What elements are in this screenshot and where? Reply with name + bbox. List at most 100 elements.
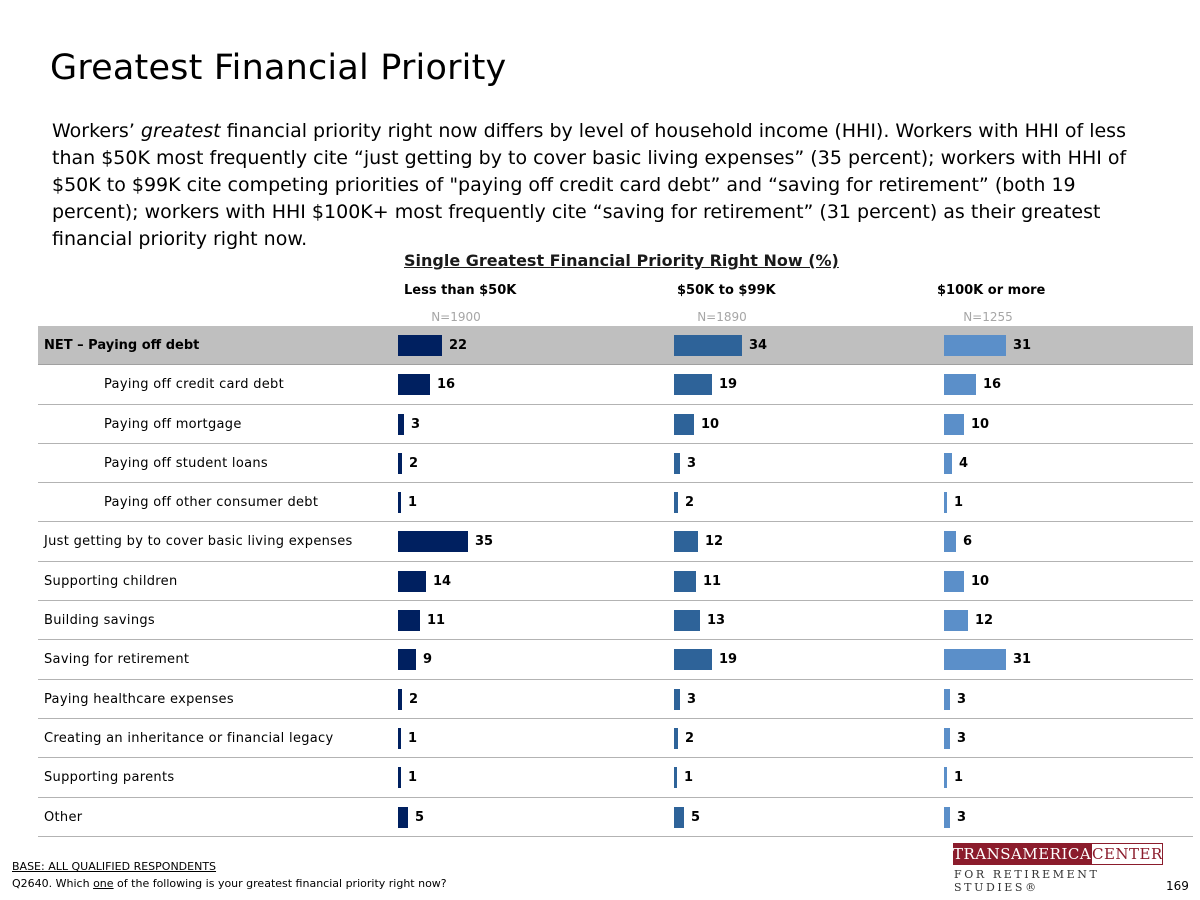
question-pre: Q2640. Which xyxy=(12,877,94,890)
bar-100k-or-more-paying-off-student-loans xyxy=(944,452,952,474)
row-label-paying-off-credit-card-debt: Paying off credit card debt xyxy=(104,377,285,393)
bar-less-than-50k-supporting-parents xyxy=(398,767,401,789)
table-row: Paying off student loans 2 3 4 xyxy=(38,444,1193,484)
bar-less-than-50k-supporting-children xyxy=(398,570,426,592)
data-label-100k-or-more-other: 3 xyxy=(957,809,967,825)
data-label-50k-to-99k-supporting-parents: 1 xyxy=(684,770,694,786)
table-row: Building savings 11 13 12 xyxy=(38,601,1193,641)
question-post: of the following is your greatest financ… xyxy=(113,877,447,890)
question-emphasis: one xyxy=(93,877,114,890)
logo-word-center: CENTER xyxy=(1091,843,1163,865)
bar-50k-to-99k-other xyxy=(674,806,684,828)
sample-size-less-than-50k: N=1900 xyxy=(431,310,481,324)
bar-100k-or-more-supporting-parents xyxy=(944,767,947,789)
column-header-less-than-50k: Less than $50K xyxy=(404,283,517,298)
data-label-less-than-50k-building-savings: 11 xyxy=(427,613,446,629)
bar-50k-to-99k-building-savings xyxy=(674,610,700,632)
data-label-less-than-50k-paying-healthcare-expenses: 2 xyxy=(409,691,419,707)
description-part-2: financial priority right now differs by … xyxy=(52,120,1127,250)
data-label-50k-to-99k-building-savings: 13 xyxy=(707,613,726,629)
data-label-50k-to-99k-paying-healthcare-expenses: 3 xyxy=(687,691,697,707)
row-label-supporting-parents: Supporting parents xyxy=(44,770,175,786)
table-row: Paying off credit card debt 16 19 16 xyxy=(38,365,1193,405)
row-label-saving-for-retirement: Saving for retirement xyxy=(44,652,190,668)
table-row: Paying healthcare expenses 2 3 3 xyxy=(38,680,1193,719)
data-label-100k-or-more-paying-off-student-loans: 4 xyxy=(959,455,969,471)
bar-100k-or-more-building-savings xyxy=(944,610,968,632)
row-label-paying-healthcare-expenses: Paying healthcare expenses xyxy=(44,691,234,707)
data-label-50k-to-99k-creating-an-inheritance-or-financial-legacy: 2 xyxy=(685,730,695,746)
data-label-50k-to-99k-paying-off-student-loans: 3 xyxy=(687,455,697,471)
data-label-100k-or-more-building-savings: 12 xyxy=(975,613,994,629)
table-row: NET – Paying off debt 22 34 31 xyxy=(38,326,1193,366)
row-label-other: Other xyxy=(44,809,83,825)
data-label-50k-to-99k-paying-off-mortgage: 10 xyxy=(701,416,720,432)
bar-less-than-50k-paying-off-student-loans xyxy=(398,452,402,474)
bar-50k-to-99k-supporting-children xyxy=(674,570,696,592)
data-label-100k-or-more-creating-an-inheritance-or-financial-legacy: 3 xyxy=(957,730,967,746)
sample-size-100k-or-more: N=1255 xyxy=(963,310,1013,324)
data-label-100k-or-more-paying-off-credit-card-debt: 16 xyxy=(983,377,1002,393)
bar-less-than-50k-building-savings xyxy=(398,610,420,632)
data-label-50k-to-99k-saving-for-retirement: 19 xyxy=(719,652,738,668)
bar-less-than-50k-paying-off-mortgage xyxy=(398,413,404,435)
bar-100k-or-more-supporting-children xyxy=(944,570,964,592)
bar-50k-to-99k-paying-off-other-consumer-debt xyxy=(674,492,678,514)
row-label-supporting-children: Supporting children xyxy=(44,573,178,589)
data-label-50k-to-99k-supporting-children: 11 xyxy=(703,573,722,589)
bar-less-than-50k-saving-for-retirement xyxy=(398,649,416,671)
row-label-paying-off-student-loans: Paying off student loans xyxy=(104,455,268,471)
bar-less-than-50k-paying-healthcare-expenses xyxy=(398,688,402,710)
bar-100k-or-more-net-paying-off-debt xyxy=(944,335,1006,356)
chart-title: Single Greatest Financial Priority Right… xyxy=(404,251,839,270)
table-row: Supporting parents 1 1 1 xyxy=(38,758,1193,798)
data-label-less-than-50k-other: 5 xyxy=(415,809,425,825)
bar-100k-or-more-saving-for-retirement xyxy=(944,649,1006,671)
bar-chart-table: NET – Paying off debt 22 34 31 Paying off cr… xyxy=(38,326,1193,837)
bar-100k-or-more-other xyxy=(944,806,950,828)
column-header-100k-or-more: $100K or more xyxy=(937,283,1046,298)
bar-less-than-50k-creating-an-inheritance-or-financial-legacy xyxy=(398,727,401,749)
data-label-less-than-50k-paying-off-other-consumer-debt: 1 xyxy=(408,495,418,511)
table-row: Creating an inheritance or financial leg… xyxy=(38,719,1193,759)
bar-less-than-50k-other xyxy=(398,806,408,828)
bar-50k-to-99k-net-paying-off-debt xyxy=(674,335,742,356)
row-label-net-paying-off-debt: NET – Paying off debt xyxy=(44,338,200,353)
question-note: Q2640. Which one of the following is you… xyxy=(12,877,447,890)
row-label-building-savings: Building savings xyxy=(44,613,155,629)
data-label-50k-to-99k-other: 5 xyxy=(691,809,701,825)
data-label-50k-to-99k-paying-off-other-consumer-debt: 2 xyxy=(685,495,695,511)
bar-100k-or-more-paying-off-credit-card-debt xyxy=(944,374,976,396)
sample-size-50k-to-99k: N=1890 xyxy=(697,310,747,324)
bar-50k-to-99k-supporting-parents xyxy=(674,767,677,789)
data-label-50k-to-99k-net-paying-off-debt: 34 xyxy=(749,338,768,353)
data-label-100k-or-more-supporting-children: 10 xyxy=(971,573,990,589)
page-number: 169 xyxy=(1166,879,1189,893)
bar-less-than-50k-just-getting-by-to-cover-basic-living-expenses xyxy=(398,531,468,553)
data-label-less-than-50k-paying-off-student-loans: 2 xyxy=(409,455,419,471)
data-label-less-than-50k-paying-off-mortgage: 3 xyxy=(411,416,421,432)
description-part-1: Workers’ xyxy=(52,120,141,142)
data-label-100k-or-more-saving-for-retirement: 31 xyxy=(1013,652,1032,668)
data-label-less-than-50k-paying-off-credit-card-debt: 16 xyxy=(437,377,456,393)
table-row: Other 5 5 3 xyxy=(38,798,1193,837)
data-label-less-than-50k-creating-an-inheritance-or-financial-legacy: 1 xyxy=(408,730,418,746)
description-emphasis: greatest xyxy=(140,120,221,142)
row-label-paying-off-other-consumer-debt: Paying off other consumer debt xyxy=(104,495,319,511)
data-label-less-than-50k-net-paying-off-debt: 22 xyxy=(449,338,468,353)
row-label-creating-an-inheritance-or-financial-legacy: Creating an inheritance or financial leg… xyxy=(44,730,334,746)
base-note: BASE: ALL QUALIFIED RESPONDENTS xyxy=(12,860,217,873)
bar-50k-to-99k-saving-for-retirement xyxy=(674,649,712,671)
bar-less-than-50k-paying-off-credit-card-debt xyxy=(398,374,430,396)
logo-word-transamerica: TRANSAMERICA xyxy=(953,843,1092,865)
bar-less-than-50k-paying-off-other-consumer-debt xyxy=(398,492,401,514)
bar-50k-to-99k-paying-healthcare-expenses xyxy=(674,688,680,710)
bar-less-than-50k-net-paying-off-debt xyxy=(398,335,442,356)
description-text: Workers’ greatest financial priority rig… xyxy=(52,118,1162,253)
table-row: Saving for retirement 9 19 31 xyxy=(38,640,1193,680)
row-label-paying-off-mortgage: Paying off mortgage xyxy=(104,416,242,432)
data-label-less-than-50k-just-getting-by-to-cover-basic-living-expenses: 35 xyxy=(475,534,494,550)
page-title: Greatest Financial Priority xyxy=(50,48,507,88)
data-label-100k-or-more-net-paying-off-debt: 31 xyxy=(1013,338,1032,353)
table-row: Paying off mortgage 3 10 10 xyxy=(38,405,1193,444)
